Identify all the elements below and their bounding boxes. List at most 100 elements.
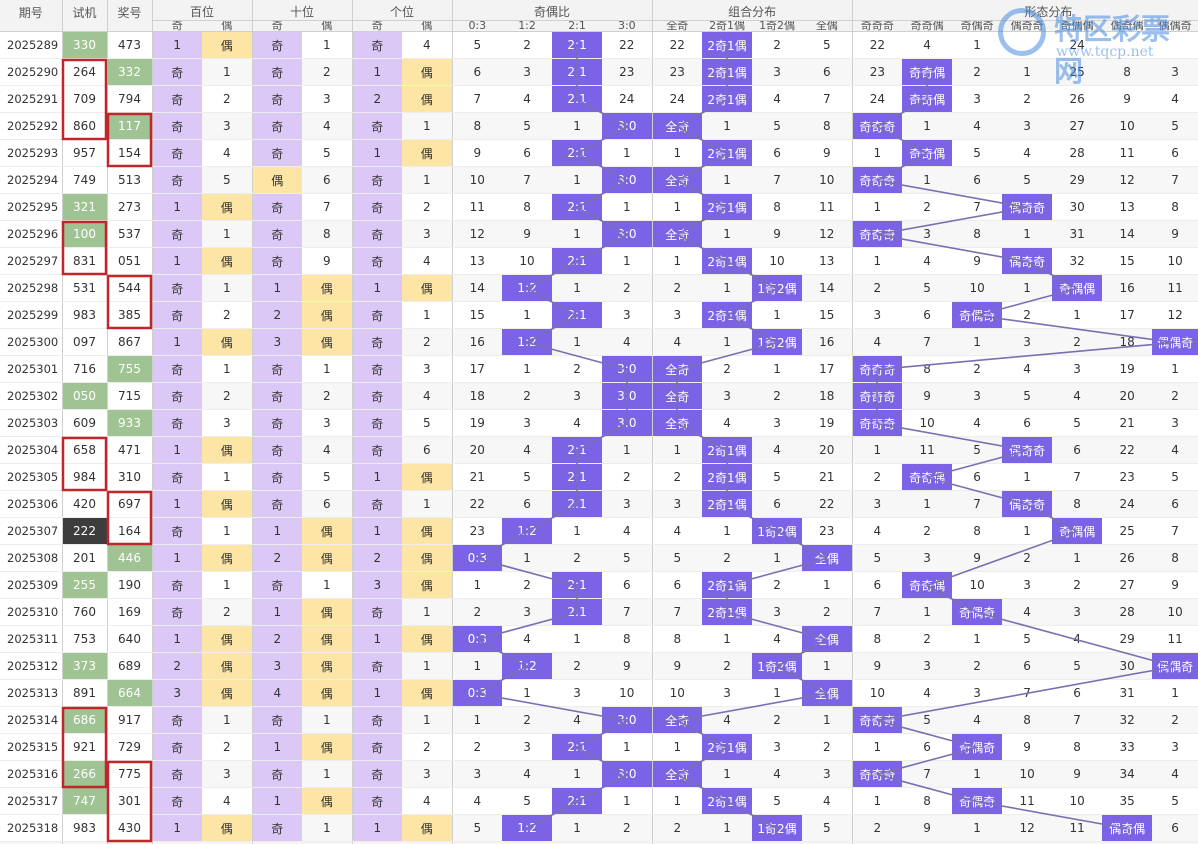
issue-cell: 2025292 bbox=[0, 112, 62, 140]
prediction-cell[interactable]: 偶奇偶 bbox=[1102, 841, 1153, 844]
combo-all-even: 1 bbox=[802, 571, 853, 599]
combo-all-even: 21 bbox=[802, 463, 853, 491]
combo-all-odd: 23 bbox=[651, 58, 703, 86]
prediction-cell[interactable]: 奇 bbox=[351, 841, 403, 844]
prediction-cell[interactable]: 偶 bbox=[302, 841, 353, 844]
header-issue[interactable]: 期号 bbox=[0, 0, 62, 32]
issue-cell: 2025298 bbox=[0, 274, 62, 302]
shape-eoe: 25 bbox=[1102, 517, 1153, 545]
prediction-cell[interactable]: 奇奇偶 bbox=[902, 841, 953, 844]
hundreds-odd: 奇 bbox=[151, 301, 202, 329]
hundreds-odd: 奇 bbox=[151, 274, 202, 302]
ratio-2-1: 2:1 bbox=[552, 301, 603, 329]
ratio-2-1: 1 bbox=[552, 328, 603, 356]
prediction-cell[interactable]: 偶 bbox=[402, 841, 453, 844]
shape-ooo: 奇奇奇 bbox=[851, 409, 903, 437]
tens-odd: 奇 bbox=[251, 436, 303, 464]
combo-1odd2even: 1奇2偶 bbox=[752, 328, 803, 356]
ratio-0-3: 11 bbox=[451, 193, 503, 221]
units-odd: 奇 bbox=[351, 31, 403, 59]
shape-ooo: 7 bbox=[851, 598, 903, 626]
shape-ooe: 奇奇偶 bbox=[902, 139, 953, 167]
shape-eeo: 2 bbox=[1152, 706, 1198, 734]
prediction-cell[interactable]: 2:1 bbox=[552, 841, 603, 844]
issue-cell: 2025316 bbox=[0, 760, 62, 788]
prediction-cell[interactable]: 奇 bbox=[251, 841, 303, 844]
shape-oeo: 3 bbox=[952, 382, 1003, 410]
hundreds-even: 4 bbox=[202, 787, 253, 815]
trial-cell: 984 bbox=[61, 463, 107, 491]
issue-cell: 2025311 bbox=[0, 625, 62, 653]
combo-all-even: 11 bbox=[802, 193, 853, 221]
shape-ooo: 2 bbox=[851, 274, 903, 302]
units-odd: 2 bbox=[351, 544, 403, 572]
ratio-3-0: 3:0 bbox=[602, 409, 653, 437]
prediction-cell[interactable]: 偶 bbox=[202, 841, 253, 844]
combo-2odd1even: 1 bbox=[702, 328, 753, 356]
prediction-cell[interactable]: 偶偶奇 bbox=[1152, 841, 1198, 844]
tens-even: 偶 bbox=[302, 625, 353, 653]
shape-oee: 24 bbox=[1052, 31, 1103, 59]
shape-oeo: 9 bbox=[952, 247, 1003, 275]
combo-all-even: 3 bbox=[802, 760, 853, 788]
hundreds-even: 1 bbox=[202, 220, 253, 248]
ratio-3-0: 4 bbox=[602, 328, 653, 356]
shape-eoo: 偶奇奇 bbox=[1002, 490, 1053, 518]
ratio-1-2: 6 bbox=[502, 490, 553, 518]
prediction-cell[interactable]: 1奇2偶 bbox=[752, 841, 803, 844]
shape-ooe: 2 bbox=[902, 625, 953, 653]
shape-eoe: 34 bbox=[1102, 760, 1153, 788]
prediction-cell[interactable]: 1:2 bbox=[502, 841, 553, 844]
shape-eoe: 33 bbox=[1102, 733, 1153, 761]
combo-1odd2even: 5 bbox=[752, 787, 803, 815]
prediction-cell[interactable]: 2奇1偶 bbox=[702, 841, 753, 844]
issue-cell: 2025309 bbox=[0, 571, 62, 599]
prediction-cell[interactable]: 3:0 bbox=[602, 841, 653, 844]
tens-even: 1 bbox=[302, 814, 353, 842]
ratio-0-3: 1 bbox=[451, 706, 503, 734]
units-even: 偶 bbox=[402, 544, 453, 572]
combo-all-even: 13 bbox=[802, 247, 853, 275]
hundreds-even: 偶 bbox=[202, 625, 253, 653]
table-row: 2025298 531 544 奇 1 1 偶 1 偶 14 1:2 1 2 2 1 1奇2偶 14 2 5 10 1 奇… bbox=[0, 274, 1198, 302]
tens-even: 6 bbox=[302, 490, 353, 518]
combo-1odd2even: 3 bbox=[752, 733, 803, 761]
shape-oeo: 7 bbox=[952, 490, 1003, 518]
issue-cell: 2025318 bbox=[0, 814, 62, 842]
units-even: 偶 bbox=[402, 571, 453, 599]
tens-odd: 奇 bbox=[251, 760, 303, 788]
combo-2odd1even: 1 bbox=[702, 814, 753, 842]
prediction-cell[interactable]: 偶奇奇 bbox=[1002, 841, 1053, 844]
hundreds-even: 偶 bbox=[202, 31, 253, 59]
header-draw[interactable]: 奖号 bbox=[106, 0, 152, 32]
draw-cell: 332 bbox=[106, 58, 152, 86]
ratio-0-3: 13 bbox=[451, 247, 503, 275]
prediction-cell[interactable]: 全偶 bbox=[802, 841, 853, 844]
issue-cell: 2025289 bbox=[0, 31, 62, 59]
header-units: 个位 bbox=[351, 0, 453, 21]
table-row: 2025309 255 190 奇 1 奇 1 3 偶 1 2 2:1 6 6 2奇1偶 2 1 6 奇奇偶 10 3 2… bbox=[0, 571, 1198, 599]
ratio-3-0: 3:0 bbox=[602, 220, 653, 248]
tens-odd: 3 bbox=[251, 328, 303, 356]
units-even: 偶 bbox=[402, 679, 453, 707]
shape-eoe: 偶奇偶 bbox=[1102, 814, 1153, 842]
ratio-1-2: 4 bbox=[502, 436, 553, 464]
issue-cell: 2025310 bbox=[0, 598, 62, 626]
header-trial[interactable]: 试机 bbox=[61, 0, 107, 32]
prediction-cell[interactable]: 奇偶偶 bbox=[1052, 841, 1103, 844]
draw-cell: 190 bbox=[106, 571, 152, 599]
tens-even: 1 bbox=[302, 31, 353, 59]
combo-all-odd: 全奇 bbox=[651, 220, 703, 248]
prediction-cell[interactable]: 奇 bbox=[151, 841, 202, 844]
ratio-2-1: 2:1 bbox=[552, 571, 603, 599]
units-even: 1 bbox=[402, 112, 453, 140]
ratio-0-3: 15 bbox=[451, 301, 503, 329]
shape-eoo: 1 bbox=[1002, 463, 1053, 491]
trial-cell: 330 bbox=[61, 31, 107, 59]
prediction-cell[interactable]: 0:3 bbox=[451, 841, 503, 844]
prediction-cell[interactable]: 奇奇奇 bbox=[851, 841, 903, 844]
prediction-cell[interactable]: 奇偶奇 bbox=[952, 841, 1003, 844]
draw-cell: 473 bbox=[106, 31, 152, 59]
shape-oee: 31 bbox=[1052, 220, 1103, 248]
prediction-cell[interactable]: 全奇 bbox=[651, 841, 703, 844]
